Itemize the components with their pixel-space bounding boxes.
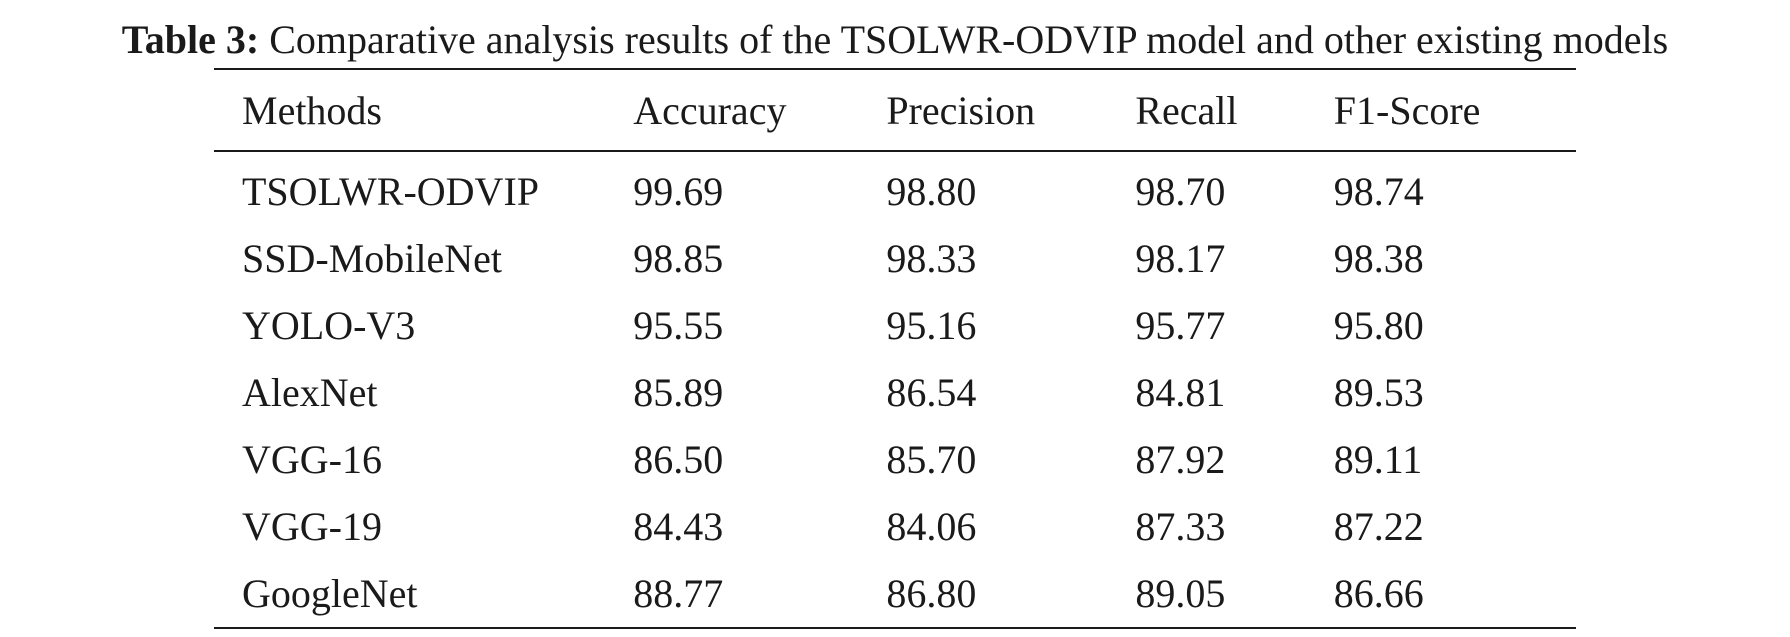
cell-f1-score: 98.74: [1333, 169, 1424, 214]
cell-method: AlexNet: [242, 370, 378, 415]
table-row: VGG-19 84.43 84.06 87.33 87.22: [214, 493, 1576, 560]
header-row: Methods Accuracy Precision Recall F1-Sco…: [214, 69, 1576, 151]
cell-accuracy: 98.85: [633, 236, 724, 281]
cell-recall: 89.05: [1135, 571, 1226, 616]
results-table: Methods Accuracy Precision Recall F1-Sco…: [214, 68, 1576, 629]
table-caption: Table 3: Comparative analysis results of …: [0, 14, 1790, 66]
cell-f1-score: 95.80: [1333, 303, 1424, 348]
cell-precision: 85.70: [886, 437, 977, 482]
table-row: VGG-16 86.50 85.70 87.92 89.11: [214, 426, 1576, 493]
cell-recall: 98.70: [1135, 169, 1226, 214]
cell-method: VGG-19: [242, 504, 382, 549]
cell-method: GoogleNet: [242, 571, 418, 616]
cell-f1-score: 98.38: [1333, 236, 1424, 281]
table-row: YOLO-V3 95.55 95.16 95.77 95.80: [214, 292, 1576, 359]
cell-accuracy: 86.50: [633, 437, 724, 482]
cell-accuracy: 95.55: [633, 303, 724, 348]
cell-precision: 95.16: [886, 303, 977, 348]
cell-recall: 84.81: [1135, 370, 1226, 415]
table-row: AlexNet 85.89 86.54 84.81 89.53: [214, 359, 1576, 426]
table-header: Methods Accuracy Precision Recall F1-Sco…: [214, 69, 1576, 151]
cell-recall: 98.17: [1135, 236, 1226, 281]
cell-precision: 86.80: [886, 571, 977, 616]
header-methods: Methods: [242, 87, 382, 133]
header-precision: Precision: [886, 87, 1036, 133]
cell-accuracy: 99.69: [633, 169, 724, 214]
header-f1-score: F1-Score: [1333, 87, 1481, 133]
table-row: SSD-MobileNet 98.85 98.33 98.17 98.38: [214, 225, 1576, 292]
cell-recall: 95.77: [1135, 303, 1226, 348]
cell-f1-score: 86.66: [1333, 571, 1424, 616]
header-recall: Recall: [1135, 87, 1238, 133]
cell-method: YOLO-V3: [242, 303, 416, 348]
cell-method: SSD-MobileNet: [242, 236, 502, 281]
cell-accuracy: 84.43: [633, 504, 724, 549]
cell-accuracy: 85.89: [633, 370, 724, 415]
cell-f1-score: 89.53: [1333, 370, 1424, 415]
table-row: GoogleNet 88.77 86.80 89.05 86.66: [214, 560, 1576, 628]
header-accuracy: Accuracy: [633, 87, 787, 133]
cell-f1-score: 89.11: [1333, 437, 1423, 482]
cell-f1-score: 87.22: [1333, 504, 1424, 549]
cell-accuracy: 88.77: [633, 571, 724, 616]
cell-precision: 98.33: [886, 236, 977, 281]
cell-precision: 84.06: [886, 504, 977, 549]
table-row: TSOLWR-ODVIP 99.69 98.80 98.70 98.74: [214, 151, 1576, 225]
cell-method: TSOLWR-ODVIP: [242, 169, 540, 214]
cell-method: VGG-16: [242, 437, 382, 482]
table-caption-text: Comparative analysis results of the TSOL…: [269, 17, 1669, 62]
cell-recall: 87.33: [1135, 504, 1226, 549]
cell-precision: 98.80: [886, 169, 977, 214]
cell-precision: 86.54: [886, 370, 977, 415]
table-caption-label: Table 3:: [121, 17, 260, 62]
table-body: TSOLWR-ODVIP 99.69 98.80 98.70 98.74 SSD…: [214, 151, 1576, 628]
cell-recall: 87.92: [1135, 437, 1226, 482]
